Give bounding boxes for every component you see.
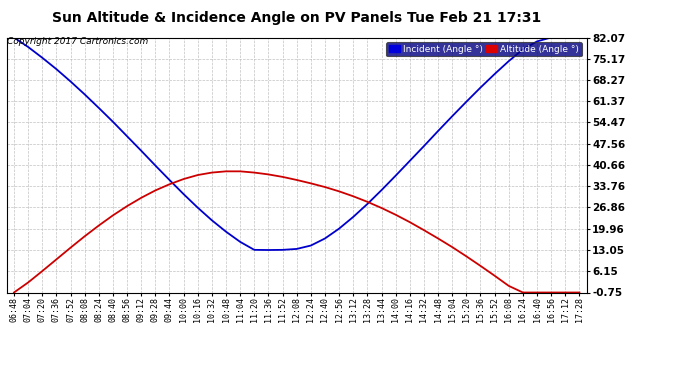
Text: Sun Altitude & Incidence Angle on PV Panels Tue Feb 21 17:31: Sun Altitude & Incidence Angle on PV Pan…: [52, 11, 542, 25]
Legend: Incident (Angle °), Altitude (Angle °): Incident (Angle °), Altitude (Angle °): [386, 42, 582, 56]
Text: Copyright 2017 Cartronics.com: Copyright 2017 Cartronics.com: [7, 38, 148, 46]
